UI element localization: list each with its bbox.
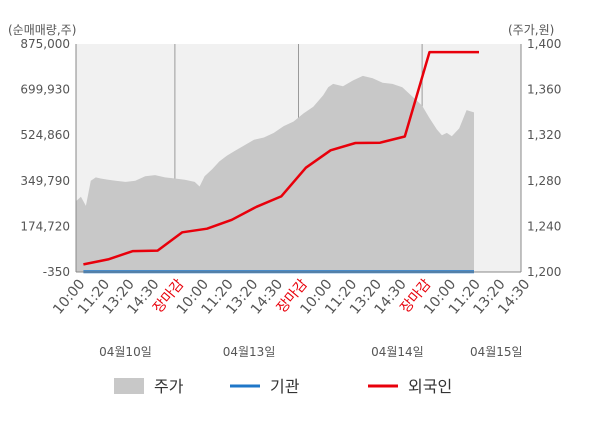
right-axis-tick-label: 1,200 [527,265,561,279]
plot-area [76,44,521,274]
left-axis-tick-label: 699,930 [20,83,70,97]
right-axis-unit-label: (주가,원) [508,23,554,37]
axes: 875,000 699,930 524,860 349,790 174,720 -350 1… [20,37,561,279]
date-labels: 04월10일 04월13일 04월14일 04월15일 [99,345,522,359]
left-axis-tick-label: 174,720 [20,219,70,233]
left-axis-tick-label: 349,790 [20,174,70,188]
left-axis-unit-label: (순매매량,주) [8,23,76,37]
legend-label: 주가 [154,377,184,396]
series-line-foreigner [83,50,479,266]
right-axis-tick-label: 1,320 [527,128,561,142]
legend-label: 외국인 [408,377,452,396]
left-axis-tick-label: 875,000 [20,37,70,51]
series-area-price [76,75,474,273]
right-axis-tick-label: 1,360 [527,83,561,97]
date-label: 04월10일 [99,345,152,359]
legend-swatch-price [114,378,144,394]
right-axis-tick-label: 1,280 [527,174,561,188]
legend: 주가 기관 외국인 [114,377,452,396]
right-axis-tick-label: 1,240 [527,219,561,233]
date-label: 04월14일 [371,345,424,359]
legend-label: 기관 [270,377,300,396]
right-axis-tick-label: 1,400 [527,37,561,51]
date-label: 04월13일 [223,345,276,359]
left-axis-tick-label: -350 [43,265,70,279]
date-label: 04월15일 [470,345,523,359]
left-axis-tick-label: 524,860 [20,128,70,142]
